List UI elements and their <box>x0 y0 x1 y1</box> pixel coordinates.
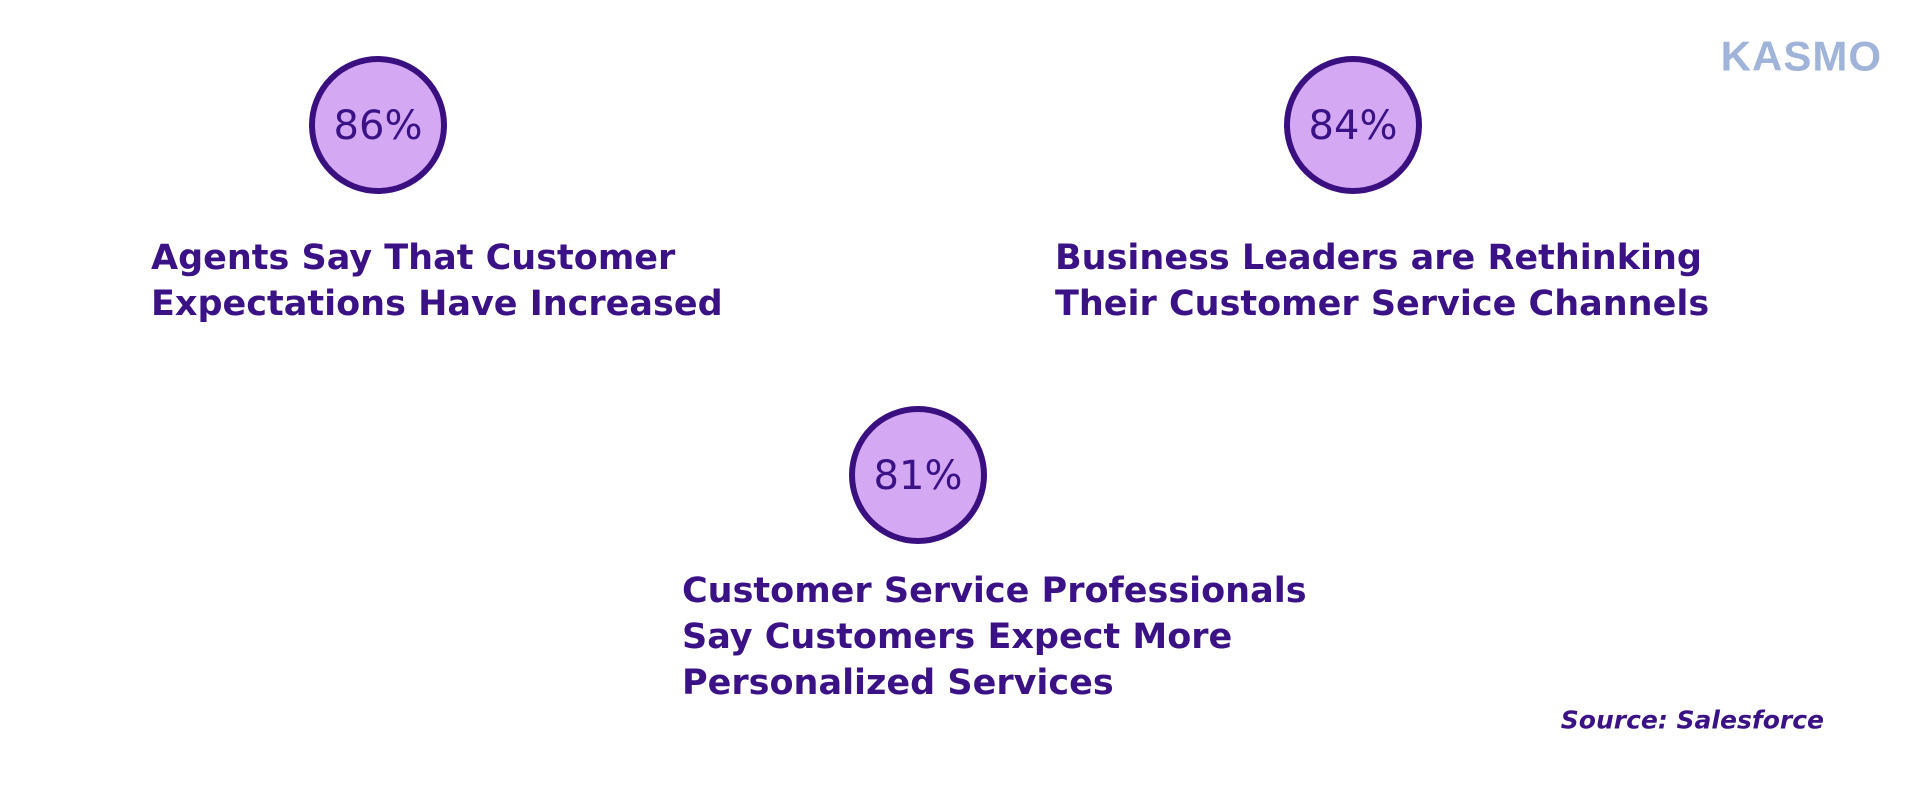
stat-circle <box>309 56 447 194</box>
source: Source: Salesforce <box>1561 706 1824 735</box>
stat-label: Their Customer Service Channels <box>1055 284 1709 324</box>
stat-value: 86% <box>334 103 423 149</box>
stat-label: Customer Service Professionals <box>682 571 1307 611</box>
stat-label: Business Leaders are Rethinking <box>1055 238 1702 278</box>
stat-circle <box>849 406 987 544</box>
stat-label: Personalized Services <box>682 663 1114 703</box>
logo: KASMO <box>1721 33 1882 80</box>
stat-label: Expectations Have Increased <box>151 284 723 324</box>
stat-value: 84% <box>1309 103 1398 149</box>
stat-label: Say Customers Expect More <box>682 617 1232 657</box>
stat-value: 81% <box>874 453 963 499</box>
stat-label: Agents Say That Customer <box>151 238 676 278</box>
stat-circle <box>1284 56 1422 194</box>
